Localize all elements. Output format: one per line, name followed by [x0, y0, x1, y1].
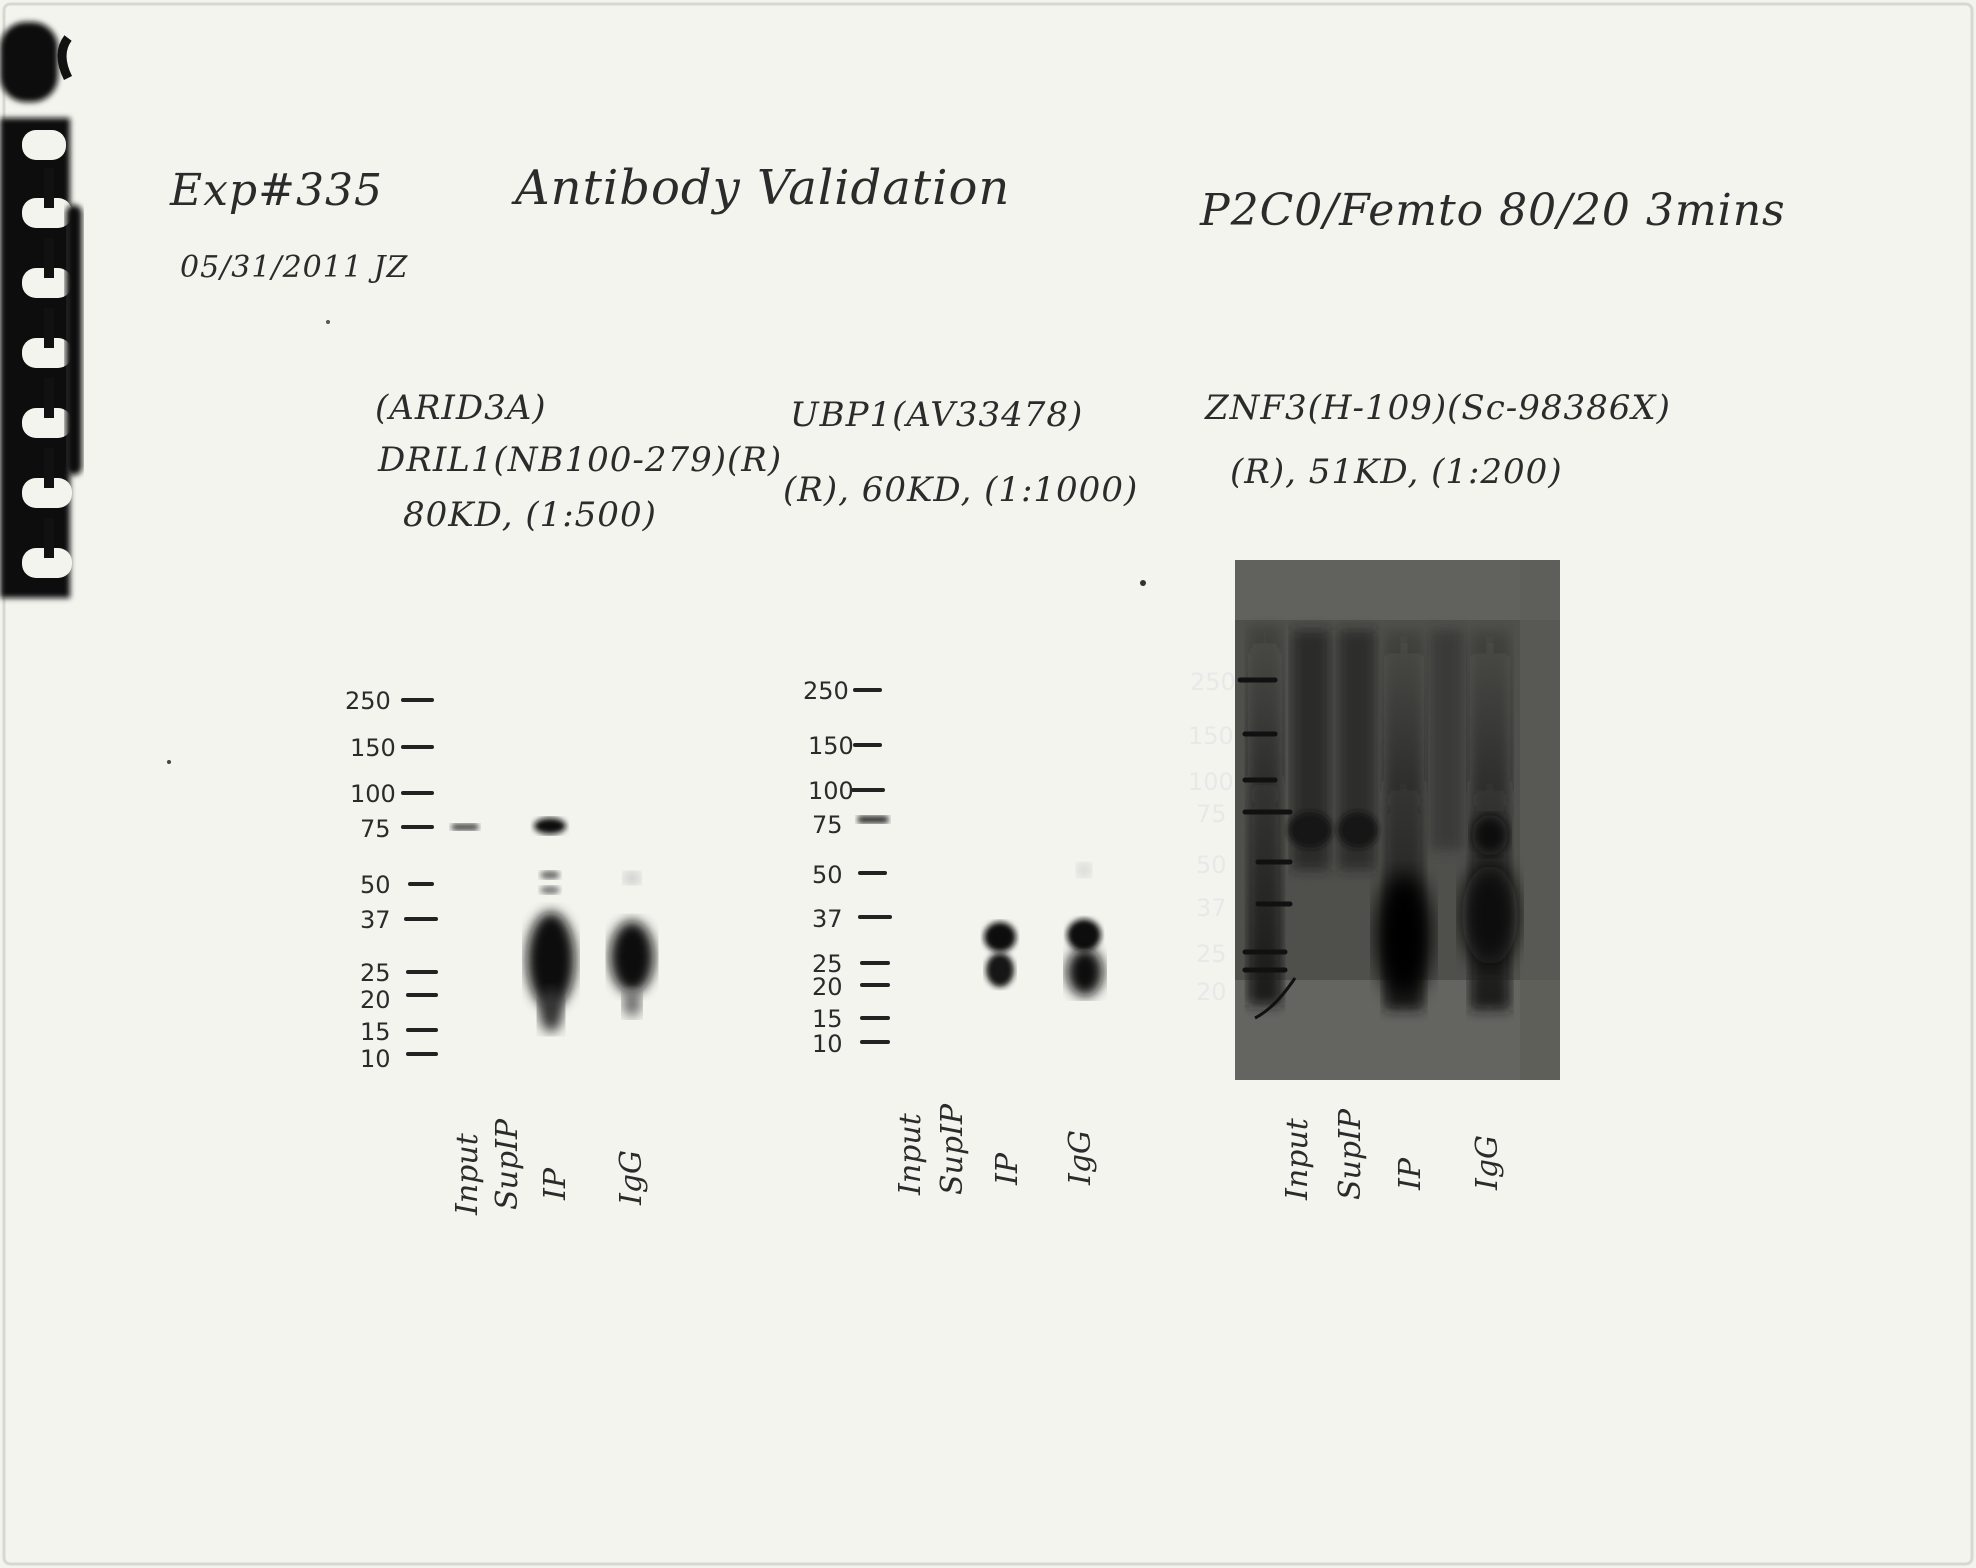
band-igg-smear [623, 989, 641, 1017]
marker-label: 20 [812, 973, 843, 1001]
marker-ladder-ticks [851, 688, 892, 1044]
marker-label: 100 [808, 777, 854, 805]
band-ip-upper [984, 922, 1016, 952]
marker-labels: 250 150 100 75 50 37 25 20 15 10 [803, 677, 854, 1058]
band-ip-heavy-chain [527, 912, 575, 1008]
blot3-antibody-line2: (R), 51KD, (1:200) [1230, 452, 1563, 492]
blot2-lane-igg: IgG [1063, 1129, 1098, 1185]
marker-label: 25 [1196, 940, 1227, 968]
marker-label: 15 [812, 1005, 843, 1033]
marker-label: 75 [360, 815, 391, 843]
blot1-antibody-line3: 80KD, (1:500) [403, 495, 657, 535]
blot3-lane-input: Input [1280, 1118, 1315, 1200]
blot1-antibody-line1: (ARID3A) [375, 388, 547, 428]
band-ip-faint [540, 886, 560, 894]
marker-label: 20 [1196, 978, 1227, 1006]
band-ip-smear [539, 988, 563, 1032]
band-input-51kd [1288, 812, 1332, 848]
band-ip-faint [540, 871, 560, 879]
detection-conditions: P2C0/Femto 80/20 3mins [1200, 185, 1786, 236]
band-igg-lower [1067, 948, 1103, 996]
blot1-lane-ip: IP [538, 1167, 573, 1200]
band-ip-80kd [534, 818, 566, 834]
band-input [452, 824, 478, 830]
blot2-antibody-line1: UBP1(AV33478) [790, 395, 1084, 435]
band-igg-faint [1077, 863, 1091, 877]
blot1-antibody-line2: DRIL1(NB100-279)(R) [378, 440, 783, 480]
marker-label: 15 [360, 1018, 391, 1046]
blot2-lane-ip: IP [990, 1152, 1025, 1185]
marker-labels: 250 150 100 75 50 37 25 20 15 10 [345, 687, 396, 1073]
marker-label: 250 [1190, 668, 1236, 696]
marker-label: 20 [360, 986, 391, 1014]
marker-ladder-ticks [401, 698, 438, 1056]
film-edge-notches [0, 22, 82, 598]
blot1-lane-igg: IgG [614, 1149, 649, 1205]
band-ip-lower [986, 953, 1014, 987]
band-ip-heavy [1376, 873, 1432, 997]
marker-label: 37 [812, 905, 843, 933]
blot2-lane-input: Input [893, 1113, 928, 1195]
experiment-number: Exp#335 [170, 165, 383, 216]
marker-label: 250 [803, 677, 849, 705]
band-supip-51kd [1338, 812, 1378, 848]
band-igg-heavy [1462, 865, 1518, 965]
blot-arid3a: 250 150 100 75 50 37 25 20 15 10 [345, 687, 654, 1073]
blot-ubp1: 250 150 100 75 50 37 25 20 15 10 [803, 677, 1103, 1058]
marker-label: 10 [812, 1030, 843, 1058]
marker-label: 150 [1188, 722, 1234, 750]
marker-ladder-ticks [1237, 677, 1293, 973]
marker-label: 150 [350, 734, 396, 762]
marker-labels: 250 150 100 75 50 37 25 20 [1188, 668, 1236, 1006]
blot3-antibody-line1: ZNF3(H-109)(Sc-98386X) [1205, 388, 1671, 428]
marker-label: 75 [1196, 800, 1227, 828]
marker-label: 50 [1196, 851, 1227, 879]
marker-label: 50 [360, 871, 391, 899]
band-igg-faint [624, 872, 640, 884]
marker-label: 25 [360, 959, 391, 987]
blot-znf3: 250 150 100 75 50 37 25 20 [1188, 560, 1560, 1080]
blot2-antibody-line2: (R), 60KD, (1:1000) [783, 470, 1139, 510]
band-igg-upper [1067, 919, 1101, 951]
date-initials: 05/31/2011 JZ [180, 250, 409, 285]
experiment-title: Antibody Validation [515, 160, 1011, 216]
blot1-lane-input: Input [450, 1133, 485, 1215]
marker-label: 25 [812, 950, 843, 978]
blot3-lane-ip: IP [1393, 1157, 1428, 1190]
lane-ladder-streak [1248, 625, 1282, 1005]
marker-label: 10 [360, 1045, 391, 1073]
marker-label: 75 [812, 811, 843, 839]
blot3-lane-igg: IgG [1470, 1134, 1505, 1190]
marker-label: 37 [1196, 894, 1227, 922]
marker-label: 50 [812, 861, 843, 889]
blot1-lane-supip: SupIP [490, 1118, 525, 1210]
blot3-lane-supip: SupIP [1333, 1108, 1368, 1200]
marker-label: 100 [1188, 768, 1234, 796]
marker-label: 37 [360, 906, 391, 934]
marker-label: 250 [345, 687, 391, 715]
marker-label: 150 [808, 732, 854, 760]
band-igg-upper [1472, 815, 1508, 855]
band-igg-heavy-chain [610, 921, 654, 993]
marker-label: 100 [350, 780, 396, 808]
lane-fill-streak [1430, 630, 1464, 850]
marker-75-band [858, 816, 888, 823]
blot2-lane-supip: SupIP [935, 1103, 970, 1195]
